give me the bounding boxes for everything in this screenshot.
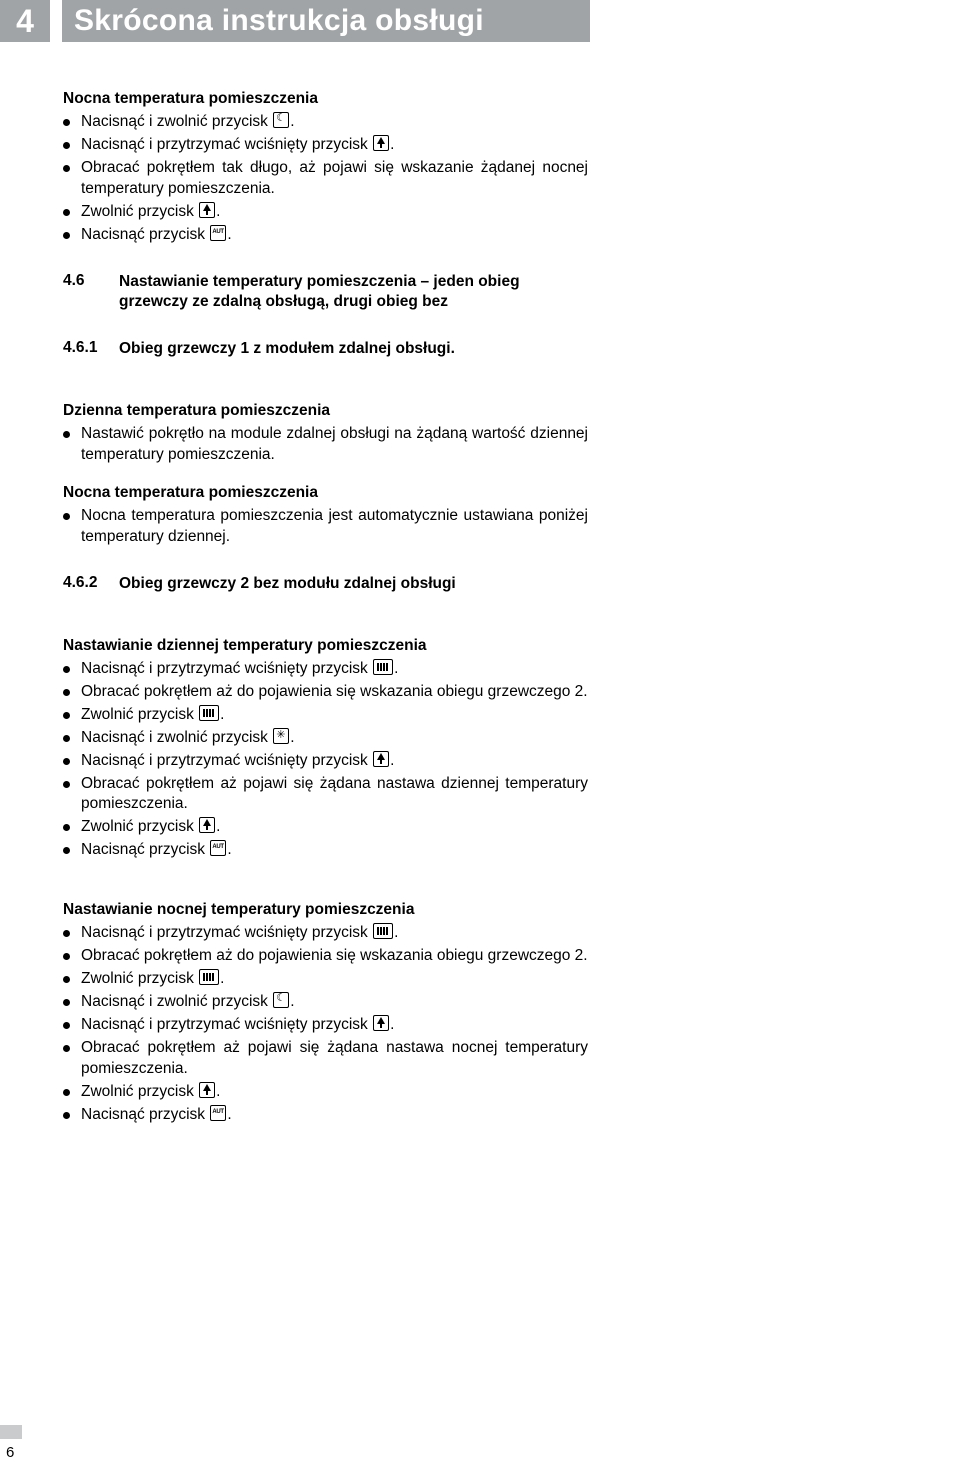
list-item: Zwolnić przycisk . xyxy=(63,817,588,838)
list-item: Nacisnąć i przytrzymać wciśnięty przycis… xyxy=(63,135,588,156)
rad-icon xyxy=(373,659,393,675)
list-item: Nacisnąć i zwolnić przycisk . xyxy=(63,112,588,133)
list-item: Zwolnić przycisk . xyxy=(63,202,588,223)
list-item: Nacisnąć i przytrzymać wciśnięty przycis… xyxy=(63,1015,588,1036)
list-item: Nacisnąć i przytrzymać wciśnięty przycis… xyxy=(63,659,588,680)
therm-icon xyxy=(373,751,389,767)
block4-title: Nastawianie dziennej temperatury pomiesz… xyxy=(63,637,588,655)
section-number: 4.6.2 xyxy=(63,574,119,595)
chapter-number: 4 xyxy=(0,0,50,42)
therm-icon xyxy=(199,1082,215,1098)
chapter-header: 4 Skrócona instrukcja obsługi xyxy=(0,0,590,42)
section-title: Obieg grzewczy 2 bez modułu zdalnej obsł… xyxy=(119,574,456,595)
list-item: Nacisnąć i przytrzymać wciśnięty przycis… xyxy=(63,923,588,944)
section-4-6: 4.6 Nastawianie temperatury pomieszczeni… xyxy=(63,272,588,314)
content-column: Nocna temperatura pomieszczenia Nacisnąć… xyxy=(0,42,588,1126)
list-item: Zwolnić przycisk . xyxy=(63,969,588,990)
block3-title: Nocna temperatura pomieszczenia xyxy=(63,484,588,502)
section-number: 4.6 xyxy=(63,272,119,314)
list-item: Nacisnąć i przytrzymać wciśnięty przycis… xyxy=(63,751,588,772)
block1-list: Nacisnąć i zwolnić przycisk .Nacisnąć i … xyxy=(63,112,588,246)
page-number: 6 xyxy=(6,1444,14,1461)
list-item: Obracać pokrętłem aż pojawi się żądana n… xyxy=(63,1038,588,1080)
block5-list: Nacisnąć i przytrzymać wciśnięty przycis… xyxy=(63,923,588,1125)
therm-icon xyxy=(199,202,215,218)
therm-icon xyxy=(373,135,389,151)
section-number: 4.6.1 xyxy=(63,339,119,360)
block2-list: Nastawić pokrętło na module zdalnej obsł… xyxy=(63,424,588,466)
list-item: Zwolnić przycisk . xyxy=(63,1082,588,1103)
therm-icon xyxy=(373,1015,389,1031)
block1-title: Nocna temperatura pomieszczenia xyxy=(63,90,588,108)
section-title: Nastawianie temperatury pomieszczenia – … xyxy=(119,272,588,314)
list-item: Nacisnąć przycisk . xyxy=(63,225,588,246)
list-item: Obracać pokrętłem aż do pojawienia się w… xyxy=(63,682,588,703)
list-item: Obracać pokrętłem aż pojawi się żądana n… xyxy=(63,774,588,816)
rad-icon xyxy=(199,969,219,985)
sun-icon xyxy=(273,728,289,744)
list-item: Nacisnąć przycisk . xyxy=(63,1105,588,1126)
list-item: Nastawić pokrętło na module zdalnej obsł… xyxy=(63,424,588,466)
list-item: Nacisnąć przycisk . xyxy=(63,840,588,861)
aut-icon xyxy=(210,840,226,856)
block5-title: Nastawianie nocnej temperatury pomieszcz… xyxy=(63,901,588,919)
list-item: Nacisnąć i zwolnić przycisk . xyxy=(63,728,588,749)
footer-accent-bar xyxy=(0,1425,22,1439)
moon-icon xyxy=(273,112,289,128)
block4-list: Nacisnąć i przytrzymać wciśnięty przycis… xyxy=(63,659,588,861)
aut-icon xyxy=(210,225,226,241)
chapter-title: Skrócona instrukcja obsługi xyxy=(62,0,590,42)
rad-icon xyxy=(199,705,219,721)
list-item: Nacisnąć i zwolnić przycisk . xyxy=(63,992,588,1013)
rad-icon xyxy=(373,923,393,939)
block3-list: Nocna temperatura pomieszczenia jest aut… xyxy=(63,506,588,548)
section-4-6-2: 4.6.2 Obieg grzewczy 2 bez modułu zdalne… xyxy=(63,574,588,595)
section-title: Obieg grzewczy 1 z modułem zdalnej obsłu… xyxy=(119,339,455,360)
therm-icon xyxy=(199,817,215,833)
header-gap xyxy=(50,0,62,42)
list-item: Nocna temperatura pomieszczenia jest aut… xyxy=(63,506,588,548)
moon-icon xyxy=(273,992,289,1008)
list-item: Zwolnić przycisk . xyxy=(63,705,588,726)
section-4-6-1: 4.6.1 Obieg grzewczy 1 z modułem zdalnej… xyxy=(63,339,588,360)
list-item: Obracać pokrętłem aż do pojawienia się w… xyxy=(63,946,588,967)
list-item: Obracać pokrętłem tak długo, aż pojawi s… xyxy=(63,158,588,200)
block2-title: Dzienna temperatura pomieszczenia xyxy=(63,402,588,420)
aut-icon xyxy=(210,1105,226,1121)
page: 4 Skrócona instrukcja obsługi Nocna temp… xyxy=(0,0,960,1467)
